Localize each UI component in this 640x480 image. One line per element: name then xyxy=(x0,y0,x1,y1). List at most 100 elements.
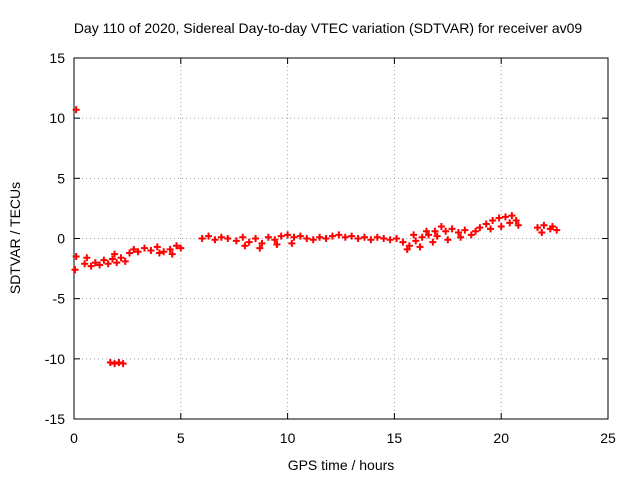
data-point xyxy=(205,232,213,240)
data-point xyxy=(108,255,116,263)
data-point xyxy=(239,233,247,241)
y-tick-label: -10 xyxy=(45,351,65,367)
data-point xyxy=(100,256,108,264)
data-point xyxy=(211,236,219,244)
data-point xyxy=(534,224,542,232)
data-point xyxy=(487,225,495,233)
data-point xyxy=(303,235,311,242)
data-point xyxy=(467,231,475,239)
data-point xyxy=(117,254,125,262)
data-point xyxy=(153,243,161,251)
data-point xyxy=(241,242,249,250)
data-point xyxy=(514,221,522,229)
data-point xyxy=(380,235,388,242)
y-tick-label: 0 xyxy=(57,231,65,247)
data-point xyxy=(422,227,430,235)
data-point xyxy=(252,235,260,242)
data-point xyxy=(442,227,450,235)
data-point xyxy=(155,249,163,257)
x-tick-label: 20 xyxy=(493,430,509,446)
data-point xyxy=(348,232,356,240)
data-point xyxy=(273,241,281,249)
data-point xyxy=(134,248,142,256)
data-point xyxy=(168,250,176,258)
data-point xyxy=(512,216,520,224)
data-point xyxy=(461,226,469,234)
data-point xyxy=(429,238,437,246)
data-point xyxy=(284,231,292,239)
data-point xyxy=(418,233,426,241)
data-point xyxy=(126,249,134,257)
data-point xyxy=(119,360,127,368)
y-tick-label: -5 xyxy=(53,291,66,307)
x-tick-label: 0 xyxy=(70,430,78,446)
data-point xyxy=(393,235,401,242)
data-point xyxy=(405,242,413,250)
data-point xyxy=(217,233,225,241)
data-point xyxy=(457,233,465,241)
data-point xyxy=(444,236,452,244)
data-point xyxy=(354,235,362,242)
grid-lines xyxy=(74,58,608,419)
data-point xyxy=(495,214,503,222)
data-point xyxy=(548,222,556,230)
data-point xyxy=(140,244,148,252)
y-tick-label: -15 xyxy=(45,411,65,427)
data-point xyxy=(271,236,279,244)
data-point xyxy=(497,222,505,230)
data-point xyxy=(288,239,296,247)
data-point xyxy=(399,238,407,246)
data-point xyxy=(403,245,411,253)
data-point xyxy=(96,261,104,269)
data-points xyxy=(71,106,561,368)
data-point xyxy=(433,232,441,240)
data-point xyxy=(506,219,514,227)
data-point xyxy=(277,232,285,240)
data-point xyxy=(508,212,516,220)
data-point xyxy=(173,242,181,250)
data-point xyxy=(198,235,206,242)
data-point xyxy=(425,231,433,239)
x-axis-label: GPS time / hours xyxy=(288,457,395,473)
data-point xyxy=(160,248,168,256)
y-tick-label: 10 xyxy=(49,110,65,126)
data-point xyxy=(111,360,119,368)
data-point xyxy=(410,231,418,239)
data-point xyxy=(104,260,112,268)
data-point xyxy=(245,238,253,246)
data-point xyxy=(115,358,123,366)
data-point xyxy=(296,232,304,240)
x-tick-label: 10 xyxy=(280,430,296,446)
data-point xyxy=(316,233,324,241)
data-point xyxy=(113,259,121,267)
data-point xyxy=(71,266,79,274)
data-point xyxy=(367,236,375,244)
data-point xyxy=(87,262,95,270)
data-point xyxy=(437,222,445,230)
data-point xyxy=(431,227,439,235)
data-point xyxy=(264,233,272,241)
data-point xyxy=(72,253,80,261)
data-point xyxy=(553,226,561,234)
data-point xyxy=(309,236,317,244)
data-point xyxy=(489,216,497,224)
data-point xyxy=(448,225,456,233)
y-tick-label: 15 xyxy=(49,50,65,66)
data-point xyxy=(130,245,138,253)
data-point xyxy=(482,220,490,228)
y-tick-label: 5 xyxy=(57,170,65,186)
data-point xyxy=(341,233,349,241)
data-point xyxy=(258,239,266,247)
data-point xyxy=(360,233,368,241)
data-point xyxy=(147,247,155,255)
chart-title: Day 110 of 2020, Sidereal Day-to-day VTE… xyxy=(74,20,583,36)
data-point xyxy=(416,243,424,251)
x-tick-label: 5 xyxy=(177,430,185,446)
data-point xyxy=(386,236,394,244)
data-point xyxy=(83,254,91,262)
data-point xyxy=(412,237,420,245)
data-point xyxy=(177,244,185,252)
axis-ticks: 0 5 10 15 20 25 -15 -10 -5 0 5 10 15 xyxy=(45,50,616,446)
data-point xyxy=(322,235,330,242)
